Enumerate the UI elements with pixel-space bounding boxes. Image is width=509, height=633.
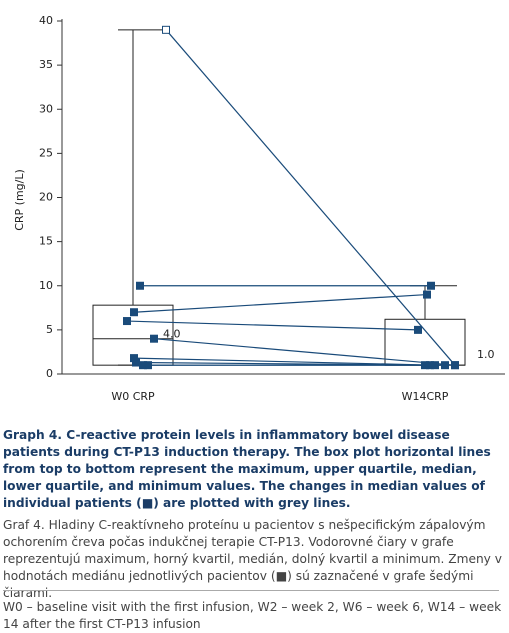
- y-tick-label: 25: [39, 146, 53, 159]
- x-tick-label: W0 CRP: [111, 390, 155, 403]
- y-tick-label: 0: [46, 367, 53, 380]
- patient-line: [133, 357, 436, 366]
- y-tick-label: 15: [39, 235, 53, 248]
- patient-marker: [150, 334, 158, 343]
- patient-marker: [441, 361, 449, 370]
- patient-marker: [427, 281, 435, 290]
- patient-marker: [423, 290, 431, 299]
- y-tick-label: 10: [39, 279, 53, 292]
- patient-marker: [132, 358, 140, 367]
- y-axis-label: CRP (mg/L): [13, 169, 26, 231]
- patient-marker: [130, 308, 138, 317]
- y-tick-label: 20: [39, 191, 53, 204]
- divider: [3, 590, 499, 591]
- x-tick-label: W14CRP: [402, 390, 449, 403]
- patient-line: [153, 338, 456, 366]
- patient-line: [133, 293, 428, 313]
- patient-marker: [451, 361, 459, 370]
- y-tick-label: 5: [46, 323, 53, 336]
- patient-marker: [162, 25, 170, 34]
- patient-marker: [123, 317, 131, 326]
- y-tick-label: 30: [39, 102, 53, 115]
- patient-marker: [426, 361, 434, 370]
- y-tick-label: 35: [39, 58, 53, 71]
- footnote: W0 – baseline visit with the first infus…: [3, 600, 502, 631]
- median-label: 1.0: [477, 348, 495, 361]
- caption-slovak: Graf 4. Hladiny C-reaktívneho proteínu u…: [3, 518, 502, 600]
- box: [384, 318, 466, 366]
- median-label: 4.0: [163, 328, 181, 341]
- patient-marker: [136, 281, 144, 290]
- patient-line: [165, 29, 456, 366]
- caption-english: Graph 4. C-reactive protein levels in in…: [3, 428, 491, 510]
- patient-marker: [414, 325, 422, 334]
- patient-marker: [144, 361, 152, 370]
- patient-line: [126, 320, 419, 331]
- y-tick-label: 40: [39, 14, 53, 27]
- chart: CRP (mg/L) 0 5 10 15 20 25 30 35 40 W0 CRP W14CRP 4…: [13, 14, 505, 403]
